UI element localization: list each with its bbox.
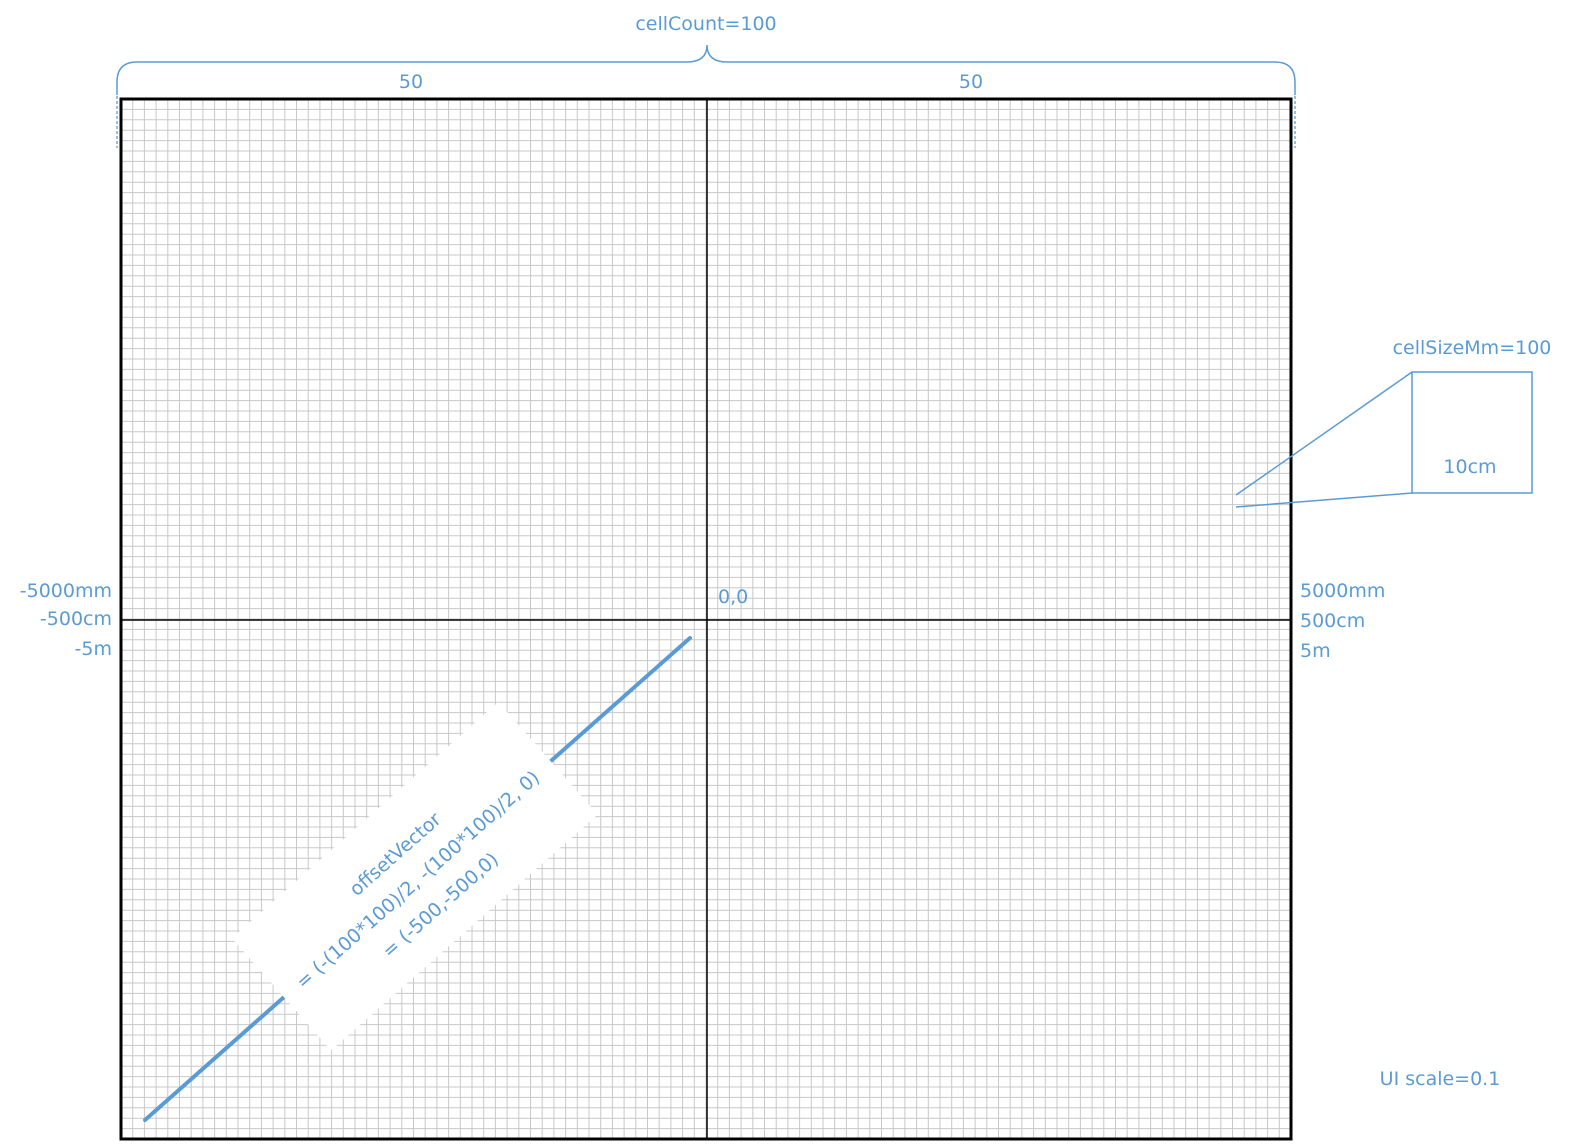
grid-frame [119,97,1293,1141]
cell-size-callout-line-bottom [1235,492,1413,508]
left-extent-cm-label: -500cm [40,608,112,630]
right-extent-cm-label: 500cm [1300,610,1365,632]
offset-vector-label-box [231,702,598,1051]
grid-lines [121,99,1291,1139]
left-extent-mm-label: -5000mm [20,580,112,602]
right-extent-m-label: 5m [1300,640,1331,662]
right-extent-mm-label: 5000mm [1300,580,1385,602]
offset-vector-label: offsetVector = (-(100*100)/2, -(100*100)… [231,702,598,1051]
cell-count-brace [116,44,1296,95]
right-half-count-label: 50 [959,71,983,93]
cell-size-label: cellSizeMm=100 [1393,337,1552,359]
cell-size-cm-label: 10cm [1443,456,1496,478]
cell-size-callout-line-top [1235,371,1413,496]
left-half-count-label: 50 [399,71,423,93]
cell-count-label: cellCount=100 [635,13,776,35]
left-extent-m-label: -5m [75,638,112,660]
cell-size-zoom-box [1411,371,1533,494]
origin-label: 0,0 [718,586,748,608]
ui-scale-label: UI scale=0.1 [1380,1068,1501,1090]
